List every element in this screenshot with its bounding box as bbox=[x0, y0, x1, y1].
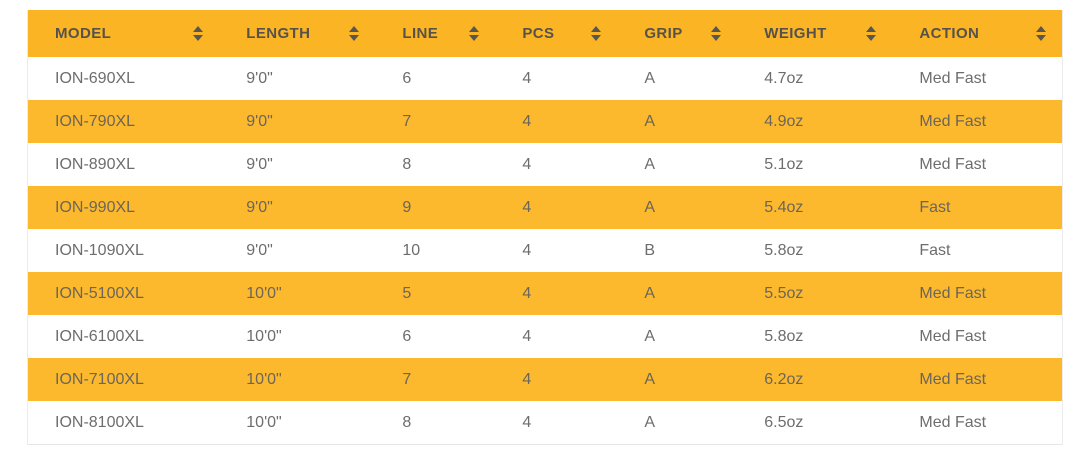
cell-model: ION-1090XL bbox=[28, 229, 220, 272]
cell-pcs: 4 bbox=[495, 186, 618, 229]
cell-line: 5 bbox=[375, 272, 496, 315]
cell-pcs: 4 bbox=[495, 100, 618, 143]
cell-pcs: 4 bbox=[495, 229, 618, 272]
column-header-model[interactable]: MODEL bbox=[28, 10, 220, 57]
header-row: MODEL LENGTH LINE PCS GRIP WEIGHT ACTION bbox=[28, 10, 1062, 57]
cell-model: ION-8100XL bbox=[28, 401, 220, 444]
cell-line: 6 bbox=[375, 315, 496, 358]
cell-grip: A bbox=[617, 358, 738, 401]
column-header-length[interactable]: LENGTH bbox=[219, 10, 376, 57]
cell-length: 9'0" bbox=[219, 229, 376, 272]
cell-action: Med Fast bbox=[892, 272, 1062, 315]
cell-line: 8 bbox=[375, 143, 496, 186]
cell-line: 8 bbox=[375, 401, 496, 444]
cell-length: 9'0" bbox=[219, 186, 376, 229]
table-row: ION-6100XL 10'0" 6 4 A 5.8oz Med Fast bbox=[28, 315, 1062, 358]
column-header-label: PCS bbox=[522, 25, 555, 42]
cell-weight: 5.1oz bbox=[737, 143, 893, 186]
table-row: ION-5100XL 10'0" 5 4 A 5.5oz Med Fast bbox=[28, 272, 1062, 315]
cell-action: Med Fast bbox=[892, 358, 1062, 401]
table-row: ION-7100XL 10'0" 7 4 A 6.2oz Med Fast bbox=[28, 358, 1062, 401]
cell-action: Med Fast bbox=[892, 143, 1062, 186]
cell-action: Fast bbox=[892, 229, 1062, 272]
cell-length: 10'0" bbox=[219, 401, 376, 444]
cell-pcs: 4 bbox=[495, 401, 618, 444]
column-header-label: ACTION bbox=[919, 25, 980, 42]
table-row: ION-990XL 9'0" 9 4 A 5.4oz Fast bbox=[28, 186, 1062, 229]
cell-pcs: 4 bbox=[495, 143, 618, 186]
cell-length: 9'0" bbox=[219, 100, 376, 143]
column-header-weight[interactable]: WEIGHT bbox=[737, 10, 893, 57]
cell-action: Fast bbox=[892, 186, 1062, 229]
cell-weight: 6.2oz bbox=[737, 358, 893, 401]
cell-line: 6 bbox=[375, 57, 496, 100]
cell-length: 10'0" bbox=[219, 272, 376, 315]
column-header-action[interactable]: ACTION bbox=[892, 10, 1062, 57]
cell-weight: 5.8oz bbox=[737, 229, 893, 272]
table-row: ION-790XL 9'0" 7 4 A 4.9oz Med Fast bbox=[28, 100, 1062, 143]
spec-table: MODEL LENGTH LINE PCS GRIP WEIGHT ACTION… bbox=[28, 10, 1062, 444]
cell-model: ION-6100XL bbox=[28, 315, 220, 358]
cell-length: 9'0" bbox=[219, 57, 376, 100]
table-row: ION-890XL 9'0" 8 4 A 5.1oz Med Fast bbox=[28, 143, 1062, 186]
cell-weight: 5.5oz bbox=[737, 272, 893, 315]
sort-updown-icon[interactable] bbox=[711, 26, 722, 41]
cell-model: ION-5100XL bbox=[28, 272, 220, 315]
table-row: ION-1090XL 9'0" 10 4 B 5.8oz Fast bbox=[28, 229, 1062, 272]
cell-grip: A bbox=[617, 401, 738, 444]
table-row: ION-8100XL 10'0" 8 4 A 6.5oz Med Fast bbox=[28, 401, 1062, 444]
cell-weight: 4.9oz bbox=[737, 100, 893, 143]
cell-line: 7 bbox=[375, 100, 496, 143]
sort-updown-icon[interactable] bbox=[469, 26, 480, 41]
cell-model: ION-690XL bbox=[28, 57, 220, 100]
table-header: MODEL LENGTH LINE PCS GRIP WEIGHT ACTION bbox=[28, 10, 1062, 57]
column-header-label: LENGTH bbox=[246, 25, 311, 42]
cell-pcs: 4 bbox=[495, 57, 618, 100]
cell-grip: A bbox=[617, 186, 738, 229]
cell-line: 7 bbox=[375, 358, 496, 401]
cell-grip: A bbox=[617, 57, 738, 100]
cell-grip: A bbox=[617, 143, 738, 186]
column-header-pcs[interactable]: PCS bbox=[495, 10, 618, 57]
cell-length: 10'0" bbox=[219, 358, 376, 401]
table-row: ION-690XL 9'0" 6 4 A 4.7oz Med Fast bbox=[28, 57, 1062, 100]
cell-action: Med Fast bbox=[892, 315, 1062, 358]
sort-updown-icon[interactable] bbox=[866, 26, 877, 41]
product-spec-table: MODEL LENGTH LINE PCS GRIP WEIGHT ACTION… bbox=[27, 10, 1063, 445]
cell-pcs: 4 bbox=[495, 272, 618, 315]
cell-weight: 5.8oz bbox=[737, 315, 893, 358]
cell-action: Med Fast bbox=[892, 57, 1062, 100]
cell-line: 10 bbox=[375, 229, 496, 272]
cell-grip: A bbox=[617, 272, 738, 315]
column-header-label: WEIGHT bbox=[764, 25, 827, 42]
sort-updown-icon[interactable] bbox=[349, 26, 360, 41]
column-header-label: MODEL bbox=[55, 25, 112, 42]
cell-pcs: 4 bbox=[495, 315, 618, 358]
cell-model: ION-790XL bbox=[28, 100, 220, 143]
column-header-label: LINE bbox=[402, 25, 439, 42]
cell-action: Med Fast bbox=[892, 100, 1062, 143]
cell-weight: 4.7oz bbox=[737, 57, 893, 100]
cell-grip: A bbox=[617, 100, 738, 143]
sort-updown-icon[interactable] bbox=[1036, 26, 1046, 41]
cell-grip: B bbox=[617, 229, 738, 272]
sort-updown-icon[interactable] bbox=[591, 26, 602, 41]
cell-action: Med Fast bbox=[892, 401, 1062, 444]
cell-length: 10'0" bbox=[219, 315, 376, 358]
cell-model: ION-890XL bbox=[28, 143, 220, 186]
cell-weight: 5.4oz bbox=[737, 186, 893, 229]
table-body: ION-690XL 9'0" 6 4 A 4.7oz Med Fast ION-… bbox=[28, 57, 1062, 444]
cell-line: 9 bbox=[375, 186, 496, 229]
cell-length: 9'0" bbox=[219, 143, 376, 186]
cell-grip: A bbox=[617, 315, 738, 358]
column-header-line[interactable]: LINE bbox=[375, 10, 496, 57]
cell-model: ION-990XL bbox=[28, 186, 220, 229]
cell-pcs: 4 bbox=[495, 358, 618, 401]
sort-updown-icon[interactable] bbox=[193, 26, 204, 41]
column-header-grip[interactable]: GRIP bbox=[617, 10, 738, 57]
cell-weight: 6.5oz bbox=[737, 401, 893, 444]
cell-model: ION-7100XL bbox=[28, 358, 220, 401]
column-header-label: GRIP bbox=[644, 25, 683, 42]
